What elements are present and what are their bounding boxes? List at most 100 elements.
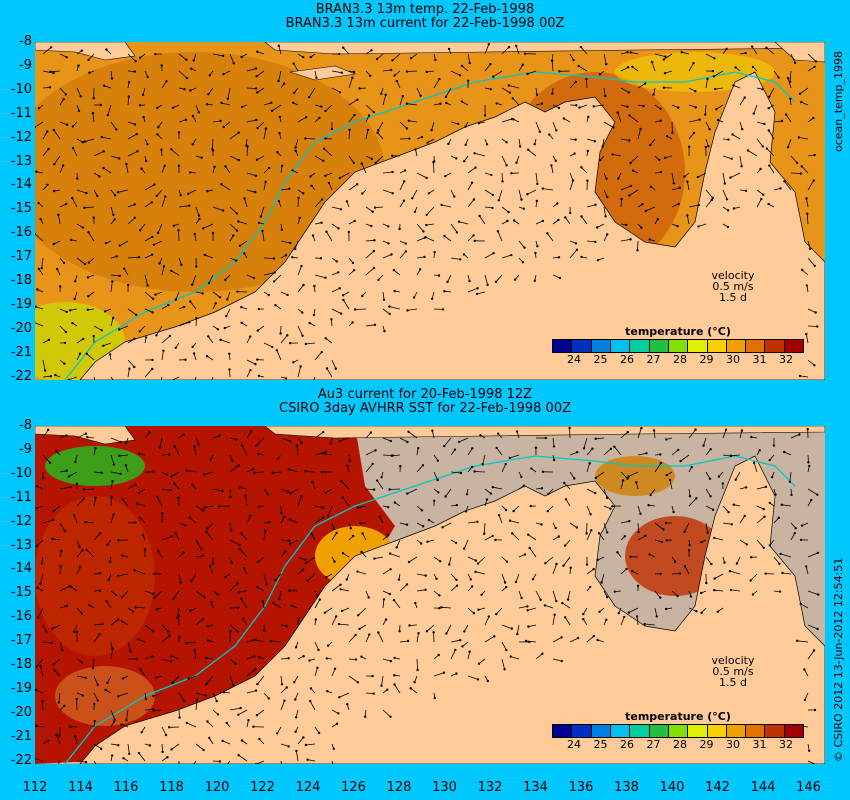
current-arrowhead	[207, 281, 211, 285]
current-arrow	[161, 488, 171, 491]
current-arrow	[68, 471, 78, 477]
current-arrowhead	[361, 294, 364, 298]
current-arrowhead	[91, 666, 94, 670]
current-arrowhead	[204, 656, 208, 660]
current-arrowhead	[294, 730, 297, 733]
current-arrowhead	[219, 119, 222, 123]
current-arrowhead	[318, 598, 321, 601]
current-arrow	[144, 291, 154, 300]
current-arrow	[314, 451, 326, 456]
current-arrow	[684, 522, 690, 532]
current-arrowhead	[382, 298, 386, 301]
current-arrow	[135, 607, 146, 609]
current-arrowhead	[144, 697, 148, 701]
current-arrowhead	[236, 290, 239, 293]
current-arrowhead	[218, 434, 222, 437]
current-arrowhead	[73, 297, 76, 301]
current-arrow	[280, 539, 290, 542]
current-arrow	[714, 537, 724, 541]
current-arrowhead	[808, 247, 812, 251]
current-arrow	[569, 451, 578, 456]
current-arrowhead	[65, 202, 68, 206]
current-arrowhead	[306, 579, 309, 583]
current-arrowhead	[324, 137, 327, 140]
current-arrow	[477, 556, 486, 564]
current-arrowhead	[134, 483, 137, 486]
current-arrowhead	[374, 161, 377, 165]
current-arrowhead	[157, 550, 160, 553]
current-arrowhead	[631, 169, 635, 172]
current-arrowhead	[481, 463, 484, 466]
current-arrow	[74, 736, 78, 745]
current-arrow	[127, 743, 130, 754]
current-arrow	[529, 547, 537, 558]
current-arrowhead	[380, 476, 383, 479]
latitude-tick-label: -10	[10, 465, 32, 481]
current-arrow	[782, 572, 792, 575]
current-arrow	[501, 118, 513, 123]
current-arrowhead	[625, 223, 628, 227]
current-arrowhead	[293, 91, 296, 94]
current-arrowhead	[283, 699, 286, 702]
current-arrow	[273, 274, 282, 282]
current-arrow	[686, 215, 690, 225]
current-arrow	[71, 197, 78, 208]
current-arrowhead	[445, 632, 448, 635]
current-arrowhead	[659, 170, 663, 174]
current-arrowhead	[594, 240, 597, 244]
current-arrowhead	[118, 454, 121, 457]
current-arrowhead	[436, 459, 440, 462]
current-arrowhead	[359, 521, 362, 525]
current-arrow	[83, 488, 95, 490]
current-arrowhead	[80, 49, 83, 52]
current-arrowhead	[87, 58, 90, 62]
current-arrow	[807, 240, 811, 250]
current-arrow	[535, 121, 541, 132]
current-arrow	[331, 584, 341, 592]
current-arrow	[443, 437, 452, 447]
current-arrow	[807, 53, 817, 62]
current-arrow	[207, 522, 214, 529]
current-arrowhead	[326, 690, 329, 693]
current-arrow	[314, 505, 324, 509]
current-arrowhead	[683, 530, 686, 533]
current-arrow	[552, 590, 557, 602]
current-arrowhead	[637, 530, 640, 534]
current-arrowhead	[341, 552, 345, 555]
current-arrow	[212, 120, 221, 123]
longitude-tick-label: 144	[750, 780, 776, 795]
current-arrowhead	[353, 219, 356, 223]
current-arrow	[688, 63, 694, 72]
current-arrowhead	[242, 567, 246, 570]
current-arrowhead	[582, 612, 585, 616]
current-arrowhead	[143, 548, 147, 551]
colorbar-segment	[572, 725, 592, 737]
current-arrow	[156, 189, 163, 197]
current-arrowhead	[205, 103, 209, 106]
current-arrow	[331, 308, 342, 314]
current-arrowhead	[87, 295, 90, 298]
current-arrowhead	[356, 183, 359, 186]
current-arrowhead	[813, 708, 817, 712]
current-arrowhead	[295, 749, 298, 753]
current-arrowhead	[339, 588, 342, 591]
current-arrowhead	[510, 172, 513, 175]
current-arrow	[68, 376, 78, 380]
current-arrowhead	[508, 91, 511, 94]
current-arrowhead	[431, 429, 434, 432]
current-arrowhead	[335, 615, 338, 618]
current-arrow	[527, 149, 537, 157]
current-arrowhead	[64, 93, 67, 96]
current-arrowhead	[185, 58, 188, 61]
current-arrowhead	[414, 148, 417, 151]
current-arrow	[416, 633, 419, 643]
current-arrowhead	[783, 180, 786, 183]
current-arrow	[751, 46, 758, 55]
current-arrowhead	[101, 622, 104, 626]
current-arrowhead	[335, 531, 338, 535]
current-arrowhead	[134, 521, 137, 524]
current-arrowhead	[58, 734, 61, 738]
current-arrowhead	[751, 65, 755, 69]
current-arrow	[564, 617, 571, 626]
bottom-map-panel	[35, 426, 825, 764]
